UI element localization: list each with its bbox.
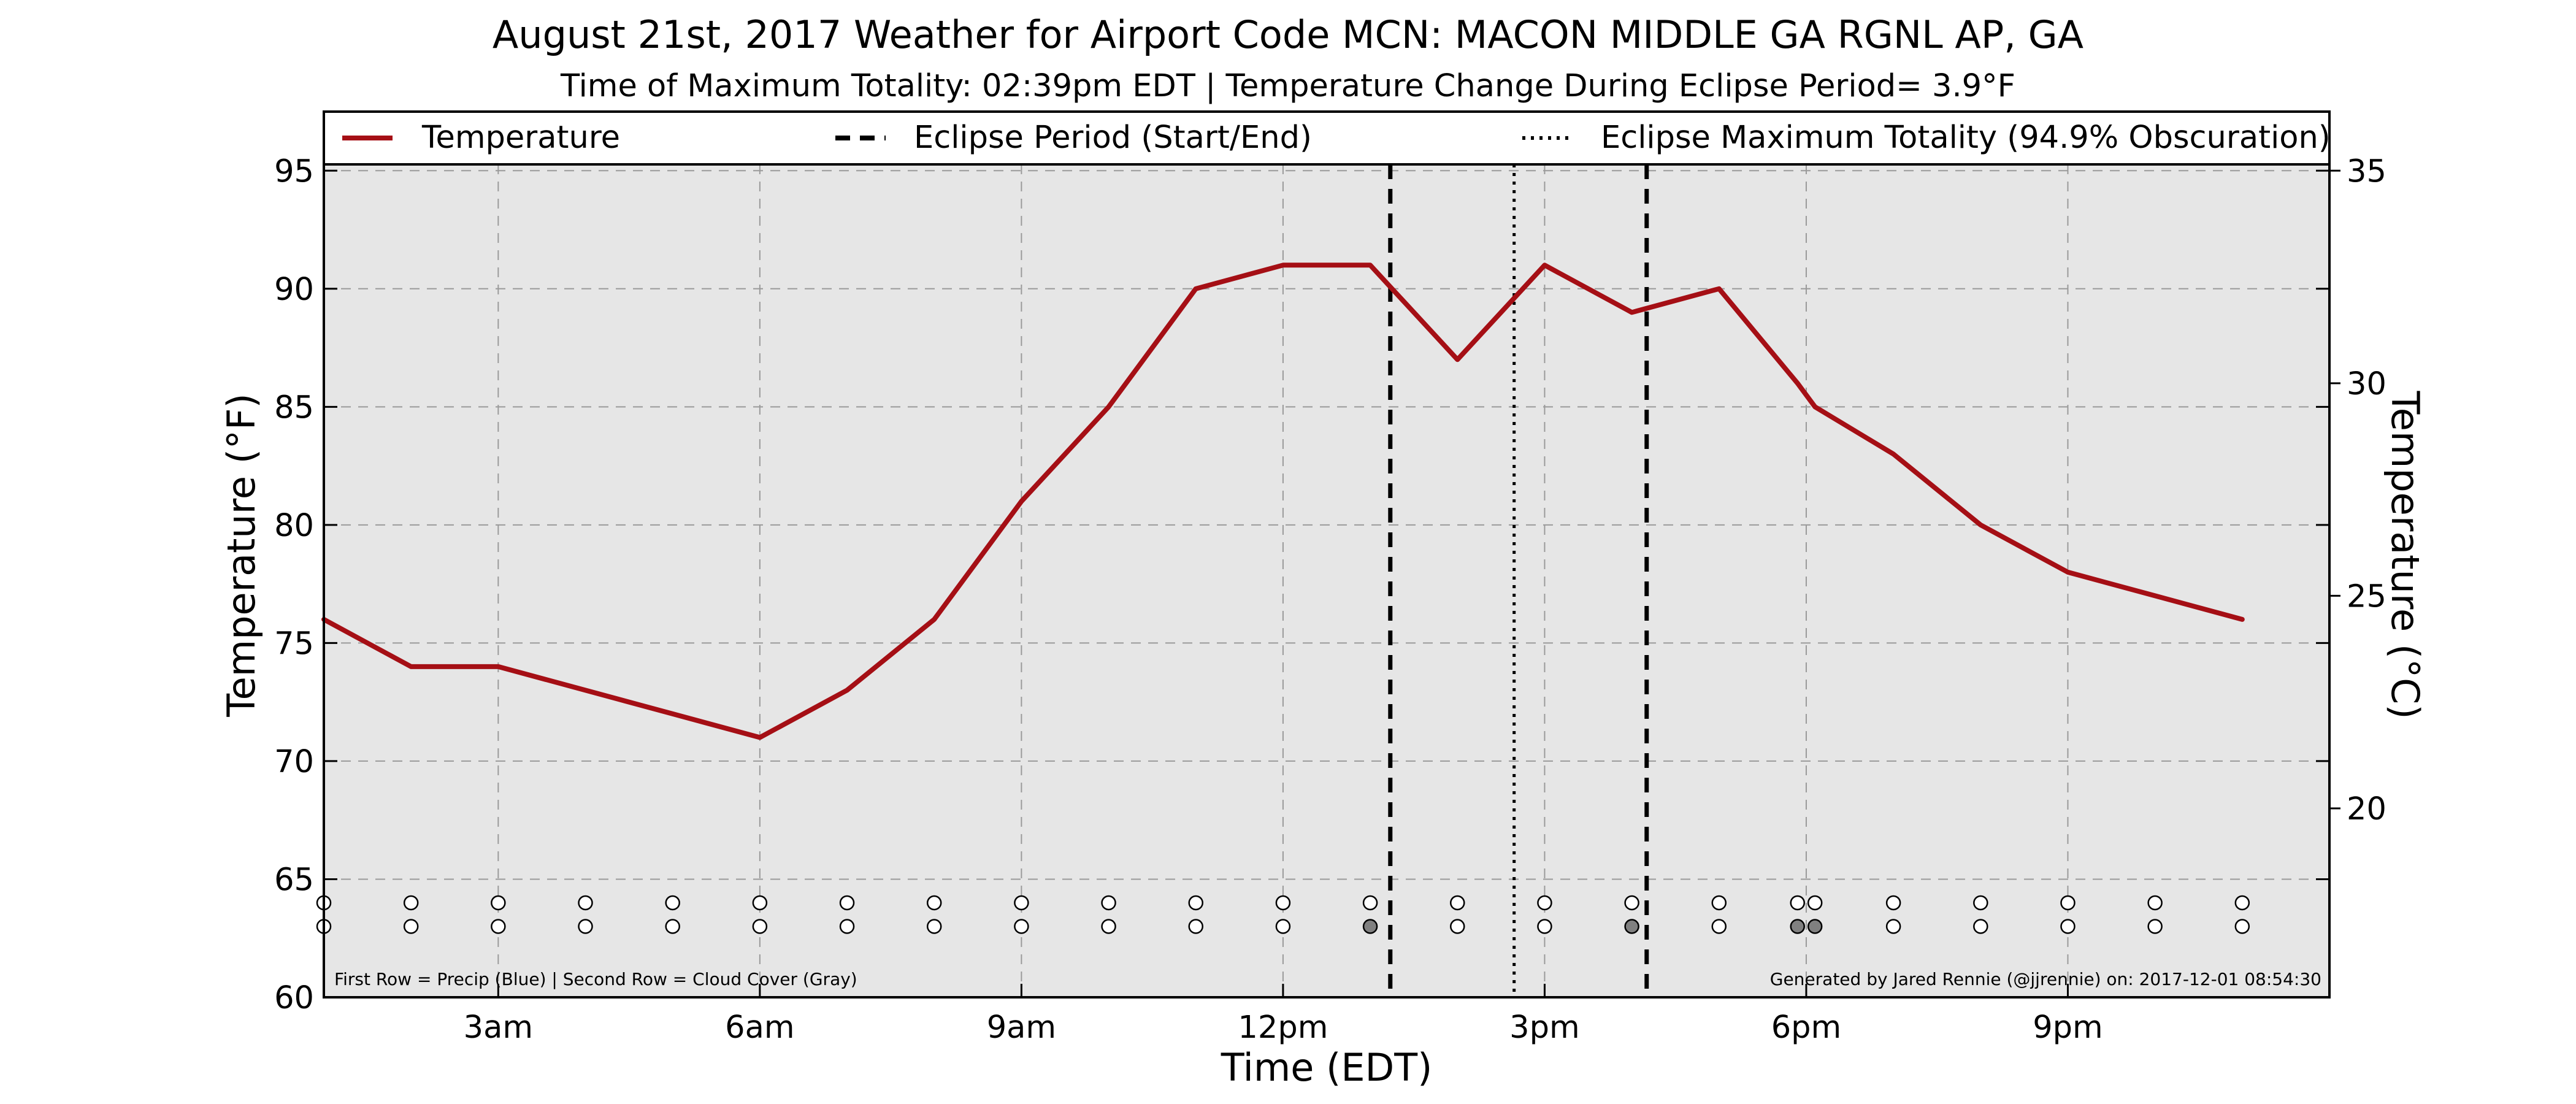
grid-lines (324, 164, 2329, 997)
precip-marker (839, 895, 855, 911)
precip-marker (752, 895, 768, 911)
footnote-right: Generated by Jared Rennie (@jjrennie) on… (1770, 969, 2321, 989)
marker-rows (316, 895, 2250, 934)
series-line-temperature (321, 263, 2245, 740)
x-axis-label: Time (EDT) (1221, 1045, 1433, 1090)
x-tick-label: 12pm (1238, 1010, 1328, 1046)
precip-marker (1711, 895, 1727, 911)
x-tick-label: 3am (464, 1010, 533, 1046)
cloud-cover-marker (1275, 919, 1291, 934)
cloud-cover-marker (1101, 919, 1116, 934)
plot-area (324, 164, 2329, 997)
y2-tick-label: 30 (2347, 366, 2386, 402)
x-axis-ticks: 3am 6am 9am 12pm 3pm 6pm 9pm (464, 984, 2103, 1046)
cloud-cover-marker (1973, 919, 1988, 934)
cloud-cover-marker (2147, 919, 2163, 934)
cloud-cover-marker (2234, 919, 2250, 934)
y-tick-label: 80 (274, 508, 314, 544)
precip-marker (1885, 895, 1901, 911)
legend-totality-label: Eclipse Maximum Totality (94.9% Obscurat… (1601, 120, 2331, 156)
x-tick-label: 6pm (1771, 1010, 1842, 1046)
precip-marker (403, 895, 419, 911)
y-tick-label: 90 (274, 272, 314, 308)
y-tick-label: 95 (274, 153, 314, 190)
eclipse-lines (1388, 164, 1649, 997)
cloud-cover-marker (752, 919, 768, 934)
y-tick-label: 60 (274, 980, 314, 1016)
precip-marker (2147, 895, 2163, 911)
legend-temperature-label: Temperature (421, 120, 620, 156)
y-axis-left-ticks: 60 65 70 75 80 85 90 95 (274, 153, 2329, 1016)
y2-tick-label: 25 (2347, 578, 2386, 615)
y-axis-left-label: Temperature (°F) (219, 393, 264, 717)
precip-marker (1014, 895, 1029, 911)
cloud-cover-marker (491, 919, 506, 934)
chart-subtitle: Time of Maximum Totality: 02:39pm EDT | … (560, 68, 2015, 104)
precip-marker (1537, 895, 1552, 911)
cloud-cover-marker (1807, 919, 1823, 934)
precip-marker (578, 895, 593, 911)
cloud-cover-marker (1790, 919, 1805, 934)
precip-marker (665, 895, 680, 911)
cloud-cover-marker (1711, 919, 1727, 934)
x-tick-label: 3pm (1509, 1010, 1580, 1046)
cloud-cover-marker (1188, 919, 1203, 934)
precip-marker (2060, 895, 2076, 911)
cloud-cover-marker (839, 919, 855, 934)
x-tick-label: 9am (987, 1010, 1056, 1046)
precip-marker (1275, 895, 1291, 911)
y-tick-label: 65 (274, 862, 314, 898)
precip-marker (1101, 895, 1116, 911)
cloud-cover-marker (926, 919, 942, 934)
precip-marker (1624, 895, 1639, 911)
precip-marker (491, 895, 506, 911)
cloud-cover-marker (578, 919, 593, 934)
cloud-cover-marker (1624, 919, 1639, 934)
precip-marker (1973, 895, 1988, 911)
precip-marker (1188, 895, 1203, 911)
y-tick-label: 75 (274, 626, 314, 662)
precip-marker (1807, 895, 1823, 911)
precip-marker (2234, 895, 2250, 911)
y-tick-label: 85 (274, 389, 314, 426)
legend-box (323, 110, 2331, 166)
y-axis-right-label: Temperature (°C) (2383, 390, 2428, 719)
legend: Temperature Eclipse Period (Start/End) E… (323, 110, 2331, 166)
cloud-cover-marker (1362, 919, 1378, 934)
cloud-cover-marker (403, 919, 419, 934)
y-tick-label: 70 (274, 744, 314, 780)
series-layer (321, 263, 2245, 740)
cloud-cover-marker (1014, 919, 1029, 934)
chart-title: August 21st, 2017 Weather for Airport Co… (493, 12, 2083, 57)
cloud-cover-marker (1450, 919, 1465, 934)
y-axis-right-ticks: 20 25 30 35 (2329, 153, 2386, 827)
precip-marker (1362, 895, 1378, 911)
cloud-cover-marker (1537, 919, 1552, 934)
cloud-cover-marker (2060, 919, 2076, 934)
precip-marker (926, 895, 942, 911)
cloud-cover-marker (1885, 919, 1901, 934)
precip-marker (1790, 895, 1805, 911)
footnote-left: First Row = Precip (Blue) | Second Row =… (334, 969, 857, 989)
y2-tick-label: 35 (2347, 153, 2386, 190)
x-tick-label: 9pm (2033, 1010, 2103, 1046)
precip-marker (1450, 895, 1465, 911)
x-tick-label: 6am (725, 1010, 794, 1046)
cloud-cover-marker (665, 919, 680, 934)
legend-eclipse-period-label: Eclipse Period (Start/End) (914, 120, 1312, 156)
y2-tick-label: 20 (2347, 791, 2386, 827)
